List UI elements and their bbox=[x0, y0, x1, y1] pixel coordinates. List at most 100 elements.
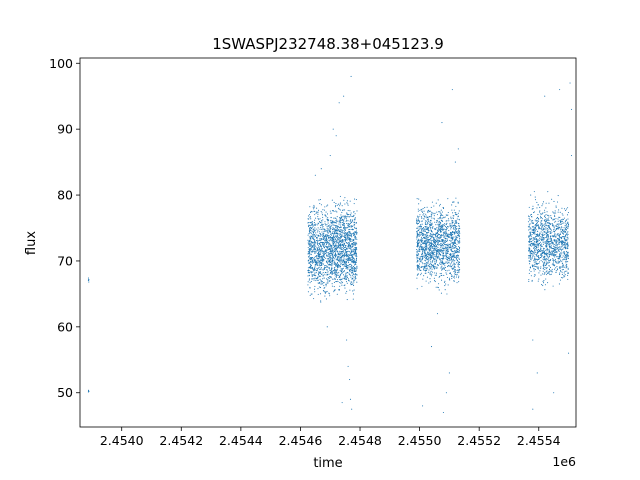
data-point bbox=[559, 266, 561, 268]
data-point bbox=[549, 270, 551, 272]
data-point bbox=[560, 254, 562, 256]
data-point bbox=[337, 243, 339, 245]
data-point bbox=[443, 228, 445, 230]
data-point bbox=[341, 230, 343, 232]
data-point bbox=[442, 224, 444, 226]
data-point bbox=[455, 221, 457, 223]
data-point bbox=[424, 253, 426, 255]
data-point bbox=[444, 216, 446, 218]
data-point bbox=[435, 241, 437, 243]
data-point bbox=[420, 257, 422, 259]
data-point bbox=[438, 250, 440, 252]
data-point bbox=[314, 275, 316, 277]
data-point bbox=[324, 250, 326, 252]
data-point bbox=[448, 255, 450, 257]
data-point bbox=[340, 259, 342, 261]
data-point bbox=[425, 280, 427, 282]
data-point bbox=[315, 252, 317, 254]
data-point bbox=[452, 258, 455, 260]
data-point bbox=[558, 227, 560, 229]
data-point bbox=[422, 251, 424, 253]
data-point bbox=[342, 260, 344, 262]
data-point bbox=[417, 243, 419, 246]
data-point bbox=[332, 231, 334, 233]
data-point bbox=[310, 236, 312, 238]
data-point bbox=[534, 258, 536, 260]
data-point bbox=[324, 272, 326, 274]
data-point bbox=[544, 225, 546, 227]
data-point bbox=[322, 236, 324, 238]
data-point bbox=[325, 224, 327, 226]
data-point bbox=[555, 256, 557, 258]
data-point bbox=[444, 255, 446, 257]
data-point bbox=[420, 216, 422, 218]
data-point bbox=[421, 234, 423, 236]
data-point bbox=[324, 247, 326, 249]
data-point bbox=[338, 223, 340, 225]
data-point bbox=[311, 242, 313, 244]
data-point bbox=[318, 267, 320, 269]
data-point bbox=[565, 229, 567, 231]
data-point bbox=[310, 232, 312, 234]
data-point bbox=[452, 217, 454, 219]
data-point bbox=[317, 222, 319, 224]
data-point bbox=[318, 252, 320, 254]
data-point bbox=[328, 267, 331, 269]
data-point bbox=[338, 230, 340, 232]
data-point bbox=[333, 234, 335, 236]
data-point bbox=[316, 236, 318, 239]
data-point bbox=[333, 224, 335, 226]
data-point bbox=[443, 267, 445, 269]
data-point bbox=[315, 240, 318, 242]
data-point bbox=[551, 251, 554, 253]
data-point bbox=[543, 252, 545, 255]
data-point bbox=[563, 242, 565, 244]
data-point bbox=[557, 211, 559, 213]
data-point bbox=[554, 258, 556, 260]
data-point bbox=[345, 218, 348, 220]
data-point bbox=[542, 232, 544, 234]
data-point bbox=[335, 210, 337, 212]
data-point bbox=[446, 262, 449, 264]
data-point bbox=[559, 253, 561, 255]
data-point bbox=[325, 238, 327, 240]
data-point bbox=[419, 261, 421, 263]
data-point bbox=[310, 264, 312, 267]
data-point bbox=[457, 241, 459, 243]
data-point bbox=[426, 236, 428, 238]
data-point bbox=[331, 223, 333, 225]
data-point bbox=[335, 245, 337, 247]
data-point bbox=[457, 261, 460, 263]
data-point bbox=[457, 212, 459, 214]
data-point bbox=[534, 248, 537, 250]
data-point bbox=[450, 242, 452, 244]
data-point bbox=[336, 248, 338, 250]
data-point bbox=[424, 236, 426, 238]
data-point bbox=[310, 247, 312, 249]
data-point bbox=[423, 269, 425, 271]
data-point bbox=[326, 282, 328, 284]
data-point bbox=[351, 243, 353, 245]
data-point bbox=[338, 265, 341, 267]
data-point bbox=[427, 264, 429, 266]
data-point bbox=[308, 274, 310, 276]
data-point bbox=[450, 259, 452, 261]
data-point bbox=[343, 271, 345, 273]
data-point bbox=[554, 256, 556, 258]
data-point bbox=[327, 222, 329, 224]
data-point bbox=[446, 245, 449, 247]
data-point bbox=[347, 250, 349, 252]
data-point bbox=[342, 267, 344, 269]
data-point bbox=[335, 203, 337, 205]
data-point bbox=[558, 267, 560, 269]
data-point bbox=[443, 255, 445, 257]
data-point bbox=[339, 209, 341, 211]
data-point bbox=[558, 239, 561, 241]
data-point bbox=[457, 235, 459, 237]
data-point bbox=[530, 194, 532, 196]
data-point bbox=[311, 223, 313, 225]
data-point bbox=[423, 236, 425, 238]
data-point bbox=[341, 257, 343, 259]
data-point bbox=[431, 251, 433, 253]
data-point bbox=[312, 241, 314, 243]
